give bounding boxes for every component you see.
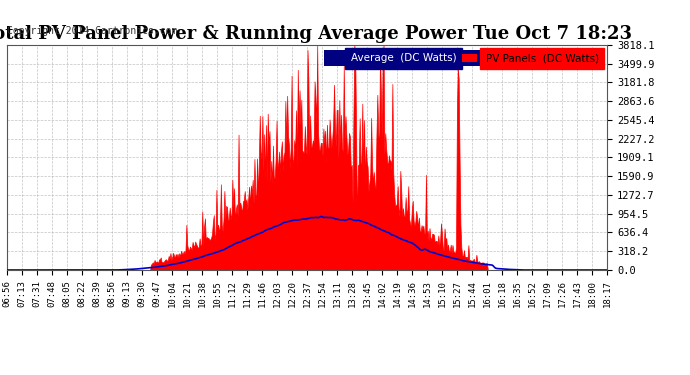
Title: Total PV Panel Power & Running Average Power Tue Oct 7 18:23: Total PV Panel Power & Running Average P… (0, 26, 632, 44)
Legend: Average  (DC Watts), PV Panels  (DC Watts): Average (DC Watts), PV Panels (DC Watts) (324, 50, 602, 66)
Text: Copyright 2014 Cartronics.com: Copyright 2014 Cartronics.com (7, 26, 177, 36)
